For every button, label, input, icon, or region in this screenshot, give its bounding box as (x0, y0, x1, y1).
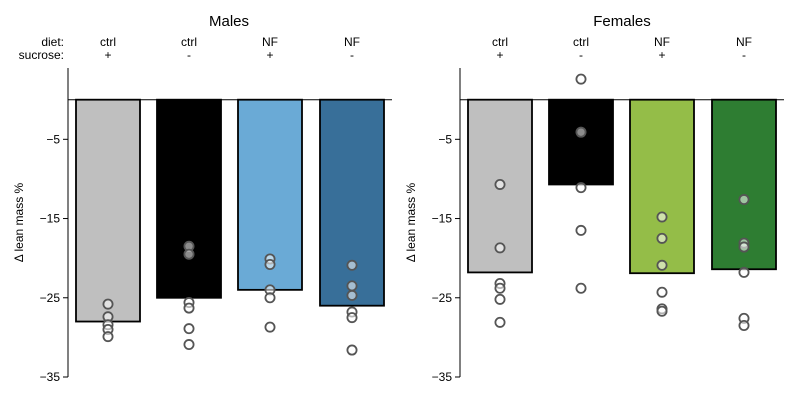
data-point (575, 73, 587, 85)
bar (156, 98, 222, 299)
header-sucrose-label: sucrose: (19, 48, 64, 62)
y-tick-label: −35 (40, 370, 61, 384)
category-diet-label: NF (654, 35, 670, 49)
data-point (494, 293, 506, 305)
data-point (346, 259, 358, 271)
y-tick-label: −25 (40, 291, 61, 305)
data-point (575, 126, 587, 138)
data-point (656, 259, 668, 271)
data-point (346, 312, 358, 324)
bar (629, 98, 695, 275)
data-point (494, 316, 506, 328)
y-tick-label: −25 (432, 291, 453, 305)
data-point (346, 280, 358, 292)
data-point (183, 323, 195, 335)
category-sucrose-label: - (579, 48, 583, 62)
data-point (264, 258, 276, 270)
data-point (183, 339, 195, 351)
y-tick-label: −5 (46, 132, 60, 146)
category-sucrose-label: - (187, 48, 191, 62)
data-point (264, 292, 276, 304)
category-diet-label: NF (344, 35, 360, 49)
data-point (738, 319, 750, 331)
data-point (575, 282, 587, 294)
data-point (346, 344, 358, 356)
panel-title: Females (593, 13, 651, 30)
data-point (494, 282, 506, 294)
data-point (183, 302, 195, 314)
data-point (575, 224, 587, 236)
data-point (575, 182, 587, 194)
data-point (656, 232, 668, 244)
y-tick-label: −5 (438, 132, 452, 146)
header-diet-label: diet: (41, 35, 64, 49)
category-diet-label: ctrl (492, 35, 508, 49)
panel-title: Males (209, 13, 249, 30)
data-point (656, 305, 668, 317)
data-point (494, 178, 506, 190)
y-tick-label: −15 (40, 212, 61, 226)
category-diet-label: NF (736, 35, 752, 49)
category-sucrose-label: - (350, 48, 354, 62)
category-sucrose-label: + (496, 48, 503, 62)
category-diet-label: ctrl (181, 35, 197, 49)
data-point (656, 286, 668, 298)
bar (548, 98, 614, 186)
bar (319, 98, 385, 307)
category-sucrose-label: + (266, 48, 273, 62)
data-point (738, 241, 750, 253)
y-axis-label: Δ lean mass % (404, 182, 418, 262)
category-diet-label: NF (262, 35, 278, 49)
data-point (738, 266, 750, 278)
data-point (183, 248, 195, 260)
data-point (738, 194, 750, 206)
data-point (102, 331, 114, 343)
data-point (494, 242, 506, 254)
data-point (102, 298, 114, 310)
category-diet-label: ctrl (100, 35, 116, 49)
data-point (346, 289, 358, 301)
category-sucrose-label: + (104, 48, 111, 62)
bar (75, 98, 141, 323)
category-sucrose-label: - (742, 48, 746, 62)
y-tick-label: −15 (432, 212, 453, 226)
data-point (656, 211, 668, 223)
y-axis-label: Δ lean mass % (12, 182, 26, 262)
y-tick-label: −35 (432, 370, 453, 384)
category-sucrose-label: + (658, 48, 665, 62)
data-point (264, 321, 276, 333)
category-diet-label: ctrl (573, 35, 589, 49)
